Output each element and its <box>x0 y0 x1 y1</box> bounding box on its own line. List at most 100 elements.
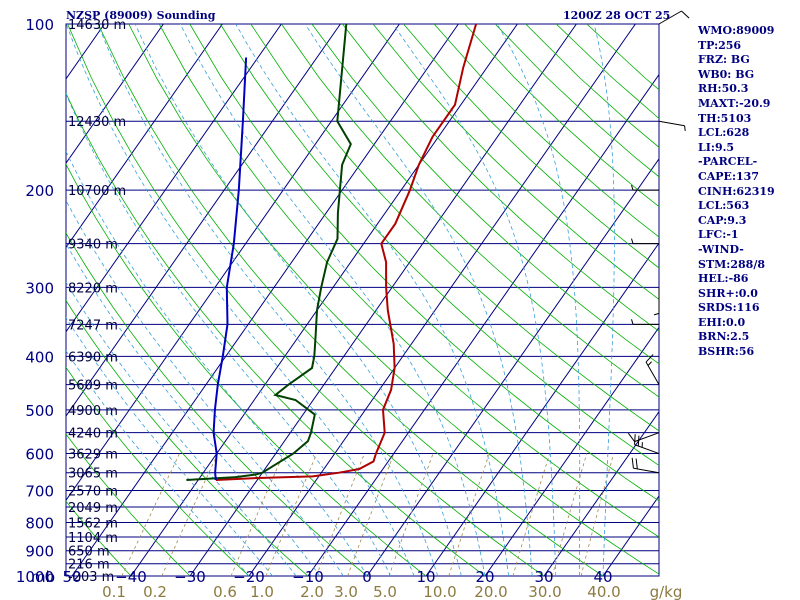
dry-adiabat-line <box>66 92 486 576</box>
wind-barb-flag <box>637 435 640 447</box>
isotherm-line <box>307 73 659 576</box>
wind-barb-staff <box>633 467 660 474</box>
time-title: 1200Z 28 OCT 25 <box>563 9 671 22</box>
stat-line: EHI:0.0 <box>698 315 746 329</box>
wind-barb-staff <box>658 120 685 127</box>
height-label: 4900 m <box>68 404 118 419</box>
dewpoint-line <box>186 24 352 481</box>
height-label: 6390 m <box>68 350 118 365</box>
wind-barb-flag <box>635 458 638 469</box>
wind-barb-flag <box>645 354 654 363</box>
moist-adiabat-line <box>496 24 581 576</box>
height-label: 10700 m <box>68 184 126 199</box>
mixing-ratio-line <box>316 453 365 576</box>
pressure-tick-label: 700 <box>25 482 54 500</box>
mixing-ratio-line <box>448 453 490 576</box>
mixing-ratio-label: 40.0 <box>587 583 620 600</box>
wind-barb <box>631 319 659 325</box>
dry-adiabat-line <box>281 24 659 398</box>
dry-adiabat-line <box>403 24 659 269</box>
isotherm-line <box>66 24 282 333</box>
dry-adiabat-line <box>311 24 659 365</box>
wind-barb-staff <box>645 361 660 385</box>
dry-adiabat-line <box>189 24 659 502</box>
height-label: 4240 m <box>68 427 118 442</box>
temperature-tick-label: 30 <box>534 568 553 586</box>
wind-barb <box>645 354 660 385</box>
wind-barb-flag <box>634 434 636 445</box>
stat-line: WMO:89009 <box>698 24 775 37</box>
stat-line: TP:256 <box>698 38 742 52</box>
moist-adiabat-line <box>392 24 557 576</box>
isotherm-line <box>425 242 659 576</box>
height-label: 9340 m <box>68 238 118 253</box>
isotherm-line <box>543 410 659 576</box>
wind-barb-half-flag <box>631 238 634 244</box>
wind-barb-staff <box>634 444 660 455</box>
pressure-tick-label: 600 <box>25 446 54 464</box>
height-label: 216 m <box>68 558 110 573</box>
stat-line: CAP:9.3 <box>698 213 747 227</box>
mixing-ratio-label: 0.1 <box>102 583 126 600</box>
mixing-ratio-line <box>347 453 395 576</box>
isotherm-line <box>484 326 659 576</box>
wind-barb <box>631 238 659 245</box>
wind-barb <box>653 287 660 316</box>
height-label: 12430 m <box>68 115 126 130</box>
isotherm-line <box>366 157 659 576</box>
stat-line: LFC:-1 <box>698 228 739 242</box>
mixing-ratio-line <box>265 453 318 576</box>
stat-line: LI:9.5 <box>698 140 735 154</box>
isotherm-line <box>71 24 459 576</box>
dry-adiabat-line <box>66 163 427 576</box>
temperature-line <box>215 24 478 481</box>
temperature-tick-label: 20 <box>475 568 494 586</box>
dry-adiabat-line <box>372 24 659 300</box>
stat-line: -WIND- <box>698 242 744 256</box>
dry-adiabat-line <box>342 24 659 332</box>
mixing-ratio-line <box>388 453 434 576</box>
moist-adiabat-line <box>66 199 344 576</box>
wind-barb-flag <box>681 10 690 19</box>
mixing-ratio-line <box>121 453 180 576</box>
dry-adiabat-line <box>97 24 604 576</box>
isotherm-line <box>66 24 164 165</box>
mixing-ratio-line <box>551 453 588 576</box>
pressure-tick-label: 800 <box>25 515 54 533</box>
pressure-tick-label: 500 <box>25 402 54 420</box>
mixing-ratio-line <box>161 453 219 576</box>
height-label: 2049 m <box>68 501 118 516</box>
stat-line: SRDS:116 <box>698 301 760 315</box>
stat-line: SHR+:0.0 <box>698 286 758 300</box>
stat-line: CAPE:137 <box>698 169 759 183</box>
moist-adiabat-line <box>66 150 368 576</box>
pressure-tick-label: 400 <box>25 348 54 366</box>
pressure-tick-label: 900 <box>25 543 54 561</box>
moist-adiabat-line <box>66 281 297 576</box>
moist-adiabat-line <box>593 24 615 576</box>
height-label: 1104 m <box>68 531 118 546</box>
stat-line: LCL:628 <box>698 126 750 140</box>
moist-adiabat-line <box>134 24 462 576</box>
wind-barb-flag <box>631 457 634 469</box>
mixing-ratio-label: g/kg <box>650 583 683 600</box>
temperature-tick-label: −10 <box>292 568 324 586</box>
mixing-ratio-label: 10.0 <box>423 583 456 600</box>
stat-line: HEL:-86 <box>698 272 749 286</box>
moist-adiabat-line <box>66 24 415 576</box>
wind-barb-half-flag <box>684 125 686 131</box>
height-label: 5609 m <box>68 379 118 394</box>
isotherm-line <box>248 24 636 576</box>
stat-line: -PARCEL- <box>698 155 758 169</box>
height-label: 650 m <box>68 545 110 560</box>
parcel-line <box>212 57 248 481</box>
stat-line: BSHR:56 <box>698 345 755 359</box>
mixing-ratio-label: 30.0 <box>528 583 561 600</box>
wind-barb-half-flag <box>631 185 634 191</box>
temperature-tick-label: 0 <box>362 568 372 586</box>
dry-adiabat-line <box>66 232 368 576</box>
height-label: 3629 m <box>68 448 118 463</box>
stat-line: TH:5103 <box>698 111 752 125</box>
temperature-tick-label: 40 <box>593 568 612 586</box>
